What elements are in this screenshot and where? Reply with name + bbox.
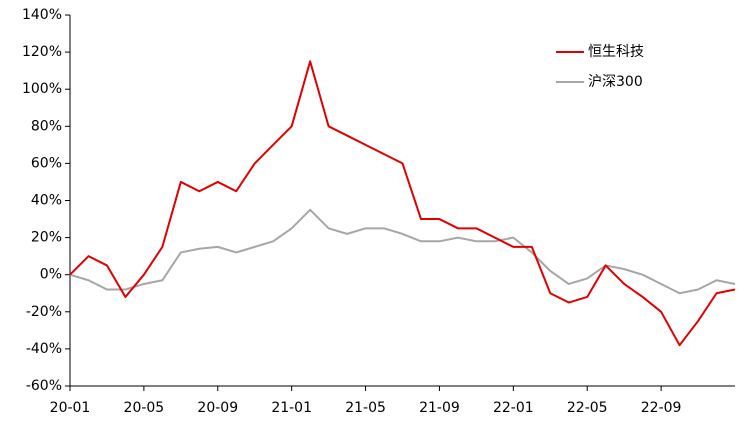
- line-series: [69, 208, 736, 295]
- x-tick-label: 22-05: [567, 400, 608, 416]
- x-tick-label: 20-01: [50, 400, 91, 416]
- y-tick-label: 120%: [22, 44, 62, 60]
- x-tick-label: 21-05: [345, 400, 386, 416]
- y-tick-label: 80%: [31, 118, 62, 134]
- legend-label: 恒生科技: [588, 44, 644, 60]
- x-tick-label: 22-09: [641, 400, 682, 416]
- legend-label: 沪深300: [588, 74, 643, 90]
- y-tick-label: 140%: [22, 7, 62, 23]
- x-tick-label: 22-01: [493, 400, 534, 416]
- x-tick-label: 21-01: [271, 400, 312, 416]
- y-tick-label: -40%: [26, 341, 62, 357]
- y-tick-label: -60%: [26, 378, 62, 394]
- x-tick-label: 20-05: [124, 400, 165, 416]
- y-tick-label: 0%: [40, 267, 62, 283]
- y-tick-label: 100%: [22, 81, 62, 97]
- y-tick-label: -20%: [26, 304, 62, 320]
- x-tick-label: 21-09: [419, 400, 460, 416]
- x-tick-label: 20-09: [197, 400, 238, 416]
- y-tick-label: 40%: [31, 193, 62, 209]
- y-tick-label: 20%: [31, 230, 62, 246]
- line-series: [69, 60, 736, 347]
- y-tick-label: 60%: [31, 155, 62, 171]
